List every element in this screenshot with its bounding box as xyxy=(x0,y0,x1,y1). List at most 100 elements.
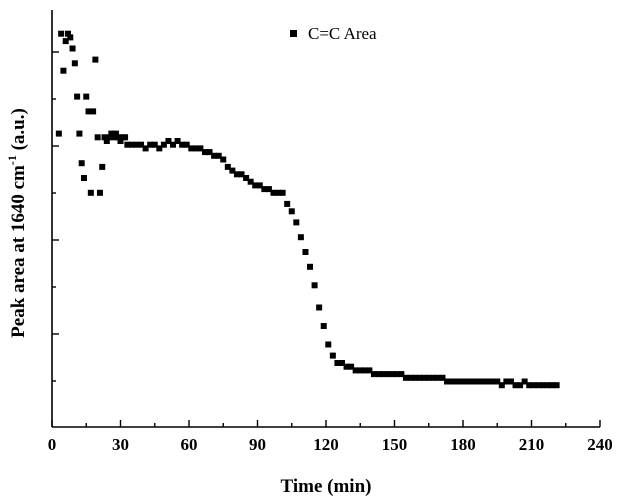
data-point xyxy=(211,152,218,159)
x-tick-label: 60 xyxy=(181,435,198,454)
data-point xyxy=(453,378,460,385)
data-point xyxy=(494,378,501,385)
x-tick-label: 240 xyxy=(587,435,613,454)
data-point xyxy=(117,138,124,144)
x-tick-label: 90 xyxy=(249,435,266,454)
x-tick-label: 210 xyxy=(519,435,545,454)
data-point xyxy=(96,189,103,196)
data-point xyxy=(220,156,227,163)
data-point xyxy=(512,382,519,389)
data-point xyxy=(553,382,560,389)
legend-label: C=C Area xyxy=(308,24,377,43)
legend-marker xyxy=(290,30,297,37)
data-point xyxy=(498,382,505,389)
data-point xyxy=(201,149,208,156)
data-point xyxy=(425,374,432,381)
data-point xyxy=(247,178,254,185)
data-point xyxy=(55,130,62,137)
data-point xyxy=(402,374,409,381)
data-point xyxy=(421,374,428,381)
data-point xyxy=(252,182,259,189)
data-point xyxy=(74,93,81,100)
data-point xyxy=(475,378,482,385)
data-point xyxy=(462,378,469,385)
data-point xyxy=(174,138,181,144)
data-point xyxy=(108,130,115,137)
data-point xyxy=(389,371,396,378)
data-point xyxy=(110,134,117,141)
data-point xyxy=(94,134,101,141)
data-point xyxy=(138,141,145,148)
y-axis-title-superscript: -1 xyxy=(5,155,19,165)
data-point xyxy=(439,374,446,381)
data-point xyxy=(69,45,76,52)
data-point xyxy=(192,145,199,152)
data-point xyxy=(544,382,551,389)
data-point xyxy=(62,38,69,45)
legend: C=C Area xyxy=(290,24,377,43)
data-point xyxy=(80,175,87,181)
data-point xyxy=(265,186,272,193)
data-point xyxy=(297,234,304,241)
data-point xyxy=(112,130,119,137)
data-point xyxy=(90,108,97,115)
data-point xyxy=(183,141,190,148)
data-point xyxy=(357,367,364,374)
data-point xyxy=(233,171,240,178)
data-point xyxy=(224,163,231,170)
data-point xyxy=(393,371,400,378)
data-point xyxy=(71,60,78,67)
data-point xyxy=(434,374,441,381)
data-point xyxy=(64,30,71,37)
data-point xyxy=(284,200,291,207)
data-point xyxy=(320,323,327,329)
data-point xyxy=(316,304,323,311)
data-point xyxy=(160,141,167,148)
data-point xyxy=(361,367,368,374)
data-point xyxy=(238,171,245,178)
data-point xyxy=(78,160,85,167)
data-point xyxy=(325,341,332,348)
data-point xyxy=(58,30,65,37)
data-point xyxy=(85,108,92,115)
data-point xyxy=(503,378,510,385)
axes xyxy=(51,10,600,428)
data-point xyxy=(76,130,83,137)
data-point xyxy=(142,145,149,152)
data-point xyxy=(60,67,67,74)
data-point xyxy=(471,378,478,385)
data-point xyxy=(101,134,108,141)
data-point xyxy=(243,175,250,181)
data-point xyxy=(338,360,345,366)
x-tick-label: 0 xyxy=(48,435,57,454)
x-tick-label: 180 xyxy=(450,435,476,454)
data-point xyxy=(407,374,414,381)
data-point xyxy=(156,145,163,152)
x-ticks: 0 30 60 90 120 150 180 210 240 xyxy=(48,420,613,454)
data-point xyxy=(229,167,236,174)
x-tick-label: 150 xyxy=(382,435,408,454)
data-point xyxy=(329,352,336,359)
data-point xyxy=(311,282,318,289)
data-point xyxy=(380,371,387,378)
data-point xyxy=(549,382,556,389)
data-point xyxy=(485,378,492,385)
x-axis-title: Time (min) xyxy=(281,476,372,497)
data-point xyxy=(416,374,423,381)
data-point xyxy=(384,371,391,378)
data-point xyxy=(348,363,355,370)
data-point xyxy=(489,378,496,385)
data-point xyxy=(103,138,110,144)
data-point xyxy=(535,382,542,389)
data-point xyxy=(67,34,74,41)
data-point xyxy=(526,382,533,389)
data-point xyxy=(87,189,94,196)
data-points xyxy=(55,30,560,389)
data-point xyxy=(517,382,524,389)
data-point xyxy=(170,141,177,148)
data-point xyxy=(307,263,314,270)
data-point xyxy=(106,134,113,141)
data-point xyxy=(179,141,186,148)
y-axis-title-main: Peak area at 1640 cm xyxy=(8,165,29,338)
data-point xyxy=(133,141,140,148)
